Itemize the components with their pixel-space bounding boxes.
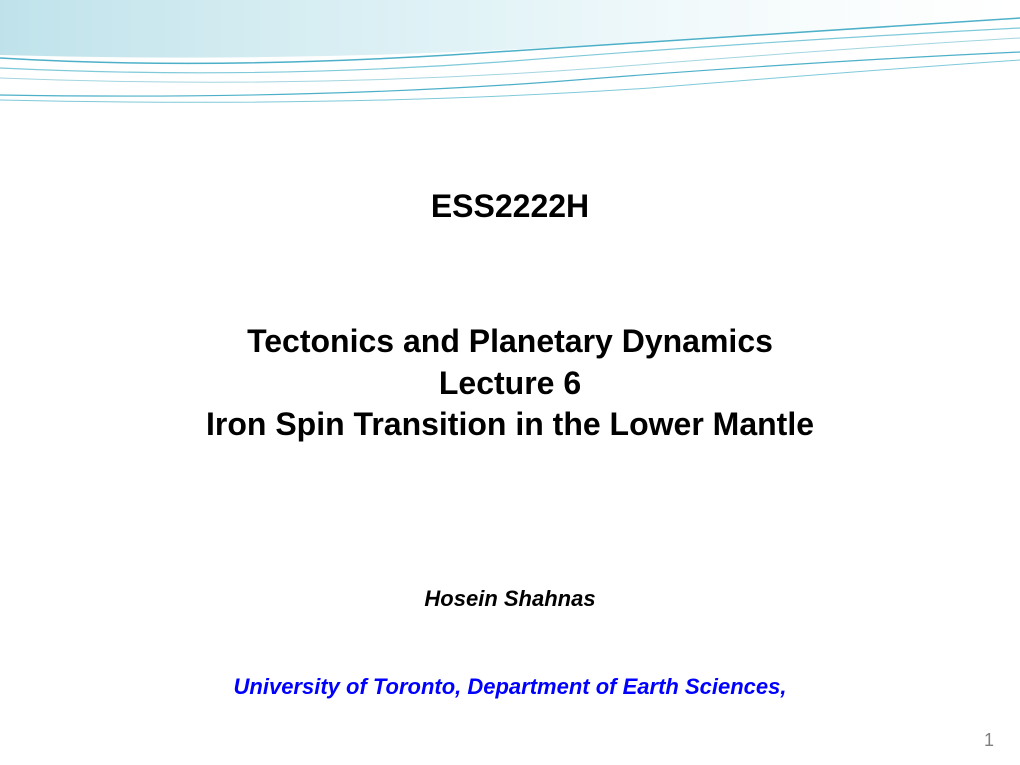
course-code: ESS2222H <box>431 188 589 225</box>
title-line-1: Tectonics and Planetary Dynamics <box>206 321 814 363</box>
slide-content: ESS2222H Tectonics and Planetary Dynamic… <box>0 0 1020 765</box>
author-name: Hosein Shahnas <box>424 586 595 612</box>
title-block: Tectonics and Planetary Dynamics Lecture… <box>206 321 814 446</box>
page-number: 1 <box>984 730 994 751</box>
title-line-2: Lecture 6 <box>206 363 814 405</box>
title-line-3: Iron Spin Transition in the Lower Mantle <box>206 404 814 446</box>
affiliation: University of Toronto, Department of Ear… <box>234 674 787 700</box>
